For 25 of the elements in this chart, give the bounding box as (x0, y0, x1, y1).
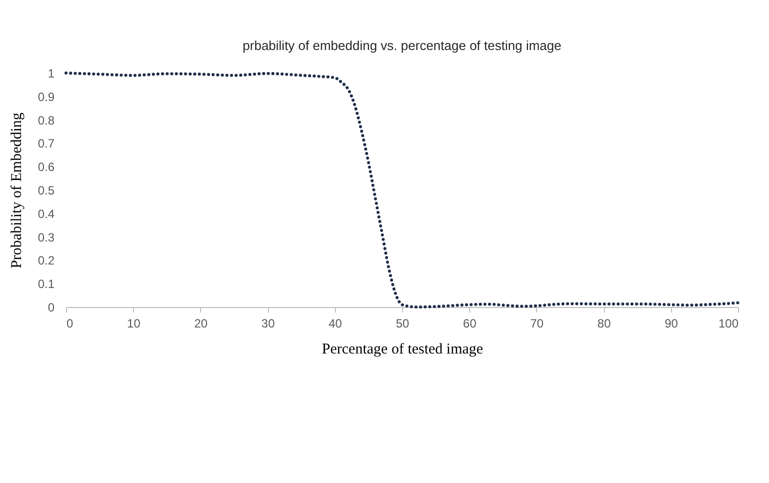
chart-title: prbability of embedding vs. percentage of testing image (242, 38, 562, 53)
x-tick-label: 40 (328, 316, 342, 330)
x-tick-label: 30 (261, 316, 276, 330)
x-tick-label: 50 (396, 316, 410, 330)
x-tick-label: 80 (597, 316, 612, 330)
y-tick-label: 0.3 (38, 230, 55, 244)
x-tick-label: 20 (194, 316, 208, 330)
y-tick-label: 0.9 (38, 90, 55, 104)
y-tick-label: 0.8 (38, 113, 55, 128)
x-tick-label: 10 (127, 316, 141, 330)
y-axis-title: Probability of Embedding (8, 112, 25, 268)
y-tick-label: 0.7 (38, 136, 55, 151)
x-axis-title: Percentage of tested image (322, 342, 484, 358)
y-tick-label: 0.5 (38, 184, 55, 198)
y-tick-label: 1 (48, 66, 55, 80)
x-tick-label: 100 (718, 316, 739, 330)
x-tick-label: 60 (463, 316, 477, 330)
y-tick-label: 0.2 (38, 254, 55, 268)
y-tick-label: 0 (48, 300, 55, 314)
y-tick-label: 0.1 (38, 277, 55, 292)
x-tick-label: 70 (530, 316, 544, 330)
x-tick-label: 0 (66, 316, 74, 330)
y-tick-label: 0.6 (38, 160, 55, 174)
x-tick-label: 90 (664, 316, 678, 330)
y-tick-label: 0.4 (38, 206, 55, 221)
